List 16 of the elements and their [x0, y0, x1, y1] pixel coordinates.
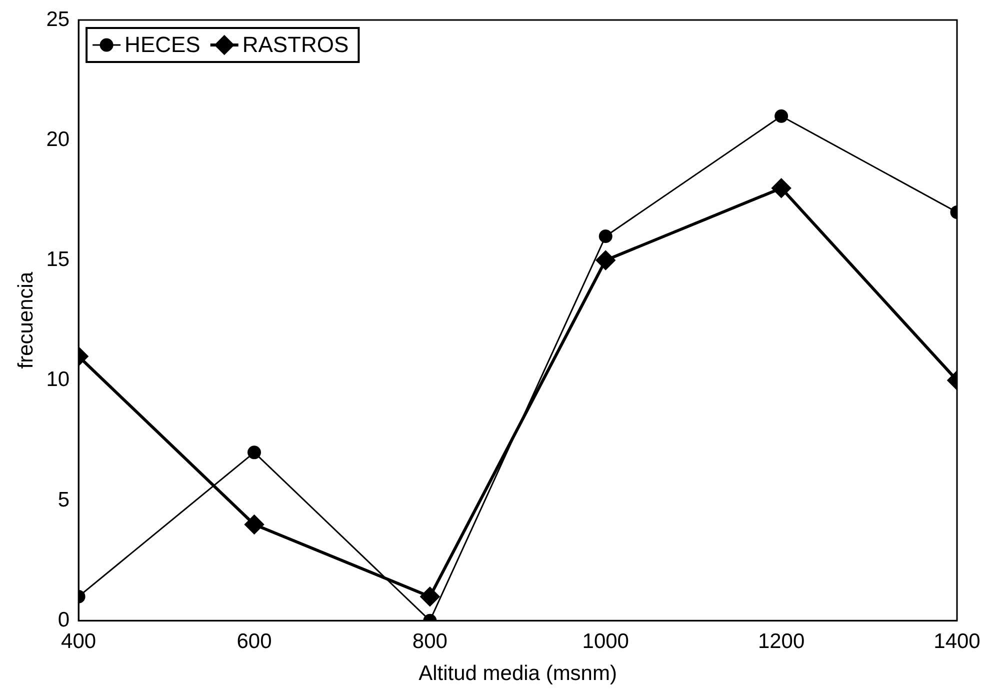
- y-tick-label: 15: [46, 248, 70, 272]
- x-axis-title: Altitud media (msnm): [418, 662, 617, 686]
- x-tick-label: 1400: [934, 630, 980, 653]
- y-axis-title: frecuencia: [14, 272, 38, 369]
- x-tick-label: 1200: [758, 630, 805, 653]
- y-tick-label: 0: [58, 608, 70, 632]
- x-tick-label: 1000: [582, 630, 629, 653]
- x-tick-label: 800: [412, 630, 448, 653]
- y-tick-label: 25: [46, 8, 70, 31]
- legend-label: HECES: [124, 32, 200, 58]
- y-tick-label: 20: [46, 128, 70, 151]
- x-tick-label: 600: [236, 630, 272, 653]
- legend-label: RASTROS: [242, 32, 349, 58]
- x-tick-label: 400: [61, 630, 96, 653]
- y-tick-label: 10: [46, 368, 70, 392]
- y-tick-label: 5: [58, 488, 70, 512]
